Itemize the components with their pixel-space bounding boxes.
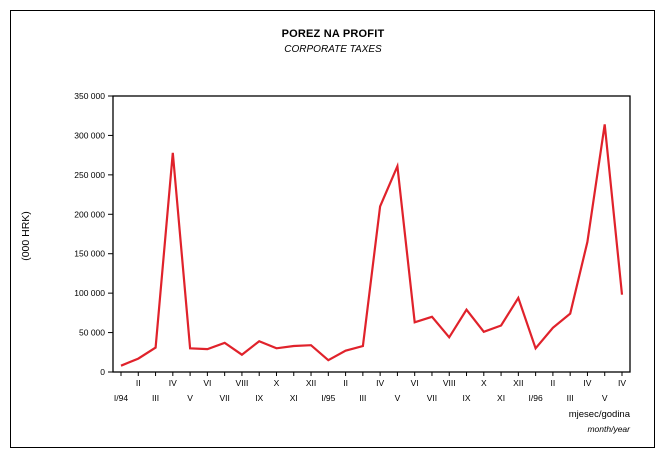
x-axis-label-english: month/year: [587, 424, 630, 434]
x-tick-label: XII: [306, 378, 316, 388]
x-tick-label: VII: [219, 393, 229, 403]
chart-subtitle: CORPORATE TAXES: [284, 44, 382, 55]
series-line: [120, 124, 624, 367]
x-tick-label: III: [152, 393, 159, 403]
x-tick-label: V: [187, 393, 193, 403]
y-tick-label: 150 000: [74, 249, 105, 259]
x-tick-label: I/95: [321, 393, 335, 403]
x-tick-label: II: [136, 378, 141, 388]
plot-area-border: [112, 95, 631, 373]
chart-frame: [10, 10, 655, 448]
x-tick-label: I/96: [529, 393, 543, 403]
chart-title: POREZ NA PROFIT: [281, 28, 385, 40]
x-axis-label: mjesec/godina: [568, 409, 630, 420]
y-tick-label: 250 000: [74, 170, 105, 180]
x-tick-label: IV: [618, 378, 626, 388]
x-tick-label: IX: [255, 393, 263, 403]
x-tick-label: IV: [376, 378, 384, 388]
x-tick-label: II: [343, 378, 348, 388]
x-tick-label: V: [395, 393, 401, 403]
x-tick-label: III: [567, 393, 574, 403]
x-tick-label: VI: [203, 378, 211, 388]
x-tick-label: X: [274, 378, 280, 388]
y-tick-label: 200 000: [74, 209, 105, 219]
y-tick-label: 350 000: [74, 91, 105, 101]
x-tick-label: V: [602, 393, 608, 403]
x-tick-label: XI: [290, 393, 298, 403]
x-tick-label: IV: [583, 378, 591, 388]
x-tick-label: VII: [427, 393, 437, 403]
y-tick-label: 50 000: [79, 328, 105, 338]
x-tick-label: XII: [513, 378, 523, 388]
x-tick-label: VI: [411, 378, 419, 388]
x-tick-label: XI: [497, 393, 505, 403]
y-tick-label: 300 000: [74, 130, 105, 140]
y-tick-label: 100 000: [74, 288, 105, 298]
x-tick-label: X: [481, 378, 487, 388]
x-tick-label: VIII: [236, 378, 249, 388]
x-tick-label: II: [551, 378, 556, 388]
x-tick-label: I/94: [114, 393, 128, 403]
x-tick-label: VIII: [443, 378, 456, 388]
x-tick-label: IX: [463, 393, 471, 403]
x-tick-label: IV: [169, 378, 177, 388]
x-tick-label: III: [359, 393, 366, 403]
y-tick-label: 0: [100, 367, 105, 377]
